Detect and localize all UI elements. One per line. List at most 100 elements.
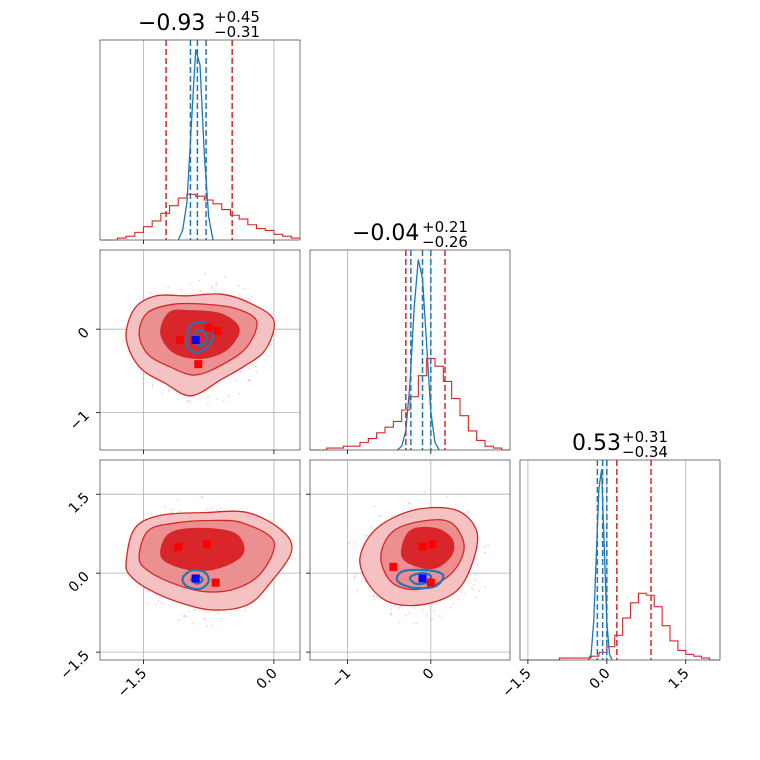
panel-frame xyxy=(99,249,301,451)
panel-frame xyxy=(519,459,721,661)
scatter-point xyxy=(186,400,189,403)
scatter-point xyxy=(353,542,356,545)
scatter-point xyxy=(370,526,372,529)
2d-panel-2: −1 0 xyxy=(306,459,511,691)
scatter-point xyxy=(409,507,412,510)
red-marker xyxy=(202,540,211,549)
scatter-point xyxy=(256,371,259,373)
red-marker xyxy=(213,326,222,335)
scatter-point xyxy=(239,371,242,373)
x-tick-label: −1.5 xyxy=(115,666,150,701)
scatter-point xyxy=(205,508,208,511)
scatter-point xyxy=(161,602,164,604)
hist-panel-2: −1.5 0.0 1.5 xyxy=(499,459,721,701)
svg-text:+0.31: +0.31 xyxy=(622,428,668,446)
blue-contour-0 xyxy=(185,320,215,354)
scatter-point xyxy=(244,609,247,612)
y-tick-label: 0 xyxy=(75,325,93,343)
svg-text:−0.93: −0.93 xyxy=(138,11,205,36)
scatter-point xyxy=(206,625,209,628)
blue-contour-1 xyxy=(191,329,208,347)
scatter-point xyxy=(199,289,202,292)
scatter-point xyxy=(413,607,415,609)
scatter-point xyxy=(248,367,251,370)
red-marker xyxy=(418,542,427,551)
scatter-point xyxy=(483,546,486,549)
scatter-point xyxy=(269,343,272,346)
scatter-point xyxy=(180,288,183,291)
scatter-point xyxy=(171,509,174,511)
scatter-point xyxy=(198,279,200,282)
scatter-point xyxy=(191,622,194,625)
scatter-point xyxy=(210,507,213,510)
scatter-point xyxy=(375,595,378,598)
scatter-point xyxy=(472,588,475,591)
title-0: −0.93 +0.45 −0.31 xyxy=(138,8,260,41)
title-1: −0.04 +0.21 −0.26 xyxy=(352,218,468,251)
blue-contour-0 xyxy=(395,568,445,590)
scatter-point xyxy=(255,365,257,368)
scatter-point xyxy=(423,491,426,494)
scatter-point xyxy=(229,614,232,616)
scatter-point xyxy=(404,614,407,617)
scatter-point xyxy=(211,287,214,290)
scatter-point xyxy=(478,590,480,592)
scatter-point xyxy=(194,608,197,611)
scatter-point xyxy=(200,495,203,498)
scatter-point xyxy=(170,511,172,514)
red-contour-2 xyxy=(160,527,245,572)
scatter-point xyxy=(390,608,392,611)
scatter-point xyxy=(466,511,469,513)
scatter-point xyxy=(398,621,401,624)
scatter-point xyxy=(219,507,222,510)
scatter-point xyxy=(204,272,207,275)
scatter-point xyxy=(373,505,375,508)
svg-text:0.53: 0.53 xyxy=(572,431,621,456)
y-tick-label: −1.5 xyxy=(57,648,92,683)
red-marker xyxy=(428,540,437,549)
2d-panel-1: −1.5 0.0 −1.5 0.0 1.5 xyxy=(57,459,301,701)
scatter-point xyxy=(356,589,359,592)
scatter-point xyxy=(164,506,167,508)
scatter-point xyxy=(446,496,449,498)
x-tick-label: 0 xyxy=(420,666,438,684)
x-tick-label: 0.0 xyxy=(587,666,614,693)
scatter-point xyxy=(167,390,170,392)
scatter-point xyxy=(141,377,144,380)
scatter-point xyxy=(408,502,411,505)
blue-histogram xyxy=(397,259,440,451)
y-tick-label: 1.5 xyxy=(66,490,93,517)
scatter-point xyxy=(472,583,475,586)
scatter-point xyxy=(157,599,160,602)
scatter-point xyxy=(247,298,250,300)
y-tick-label: 0.0 xyxy=(66,569,93,596)
scatter-point xyxy=(380,515,382,517)
scatter-point xyxy=(220,618,223,620)
red-histogram xyxy=(520,592,720,661)
scatter-point xyxy=(372,594,375,597)
scatter-point xyxy=(251,363,253,366)
scatter-point xyxy=(202,496,204,499)
scatter-point xyxy=(354,573,357,575)
scatter-point xyxy=(266,355,269,357)
scatter-point xyxy=(487,544,490,547)
scatter-point xyxy=(203,618,206,621)
scatter-point xyxy=(389,614,392,616)
red-marker xyxy=(211,578,220,587)
x-tick-label: 0.0 xyxy=(254,666,281,693)
red-marker xyxy=(174,542,183,551)
scatter-point xyxy=(167,286,170,288)
scatter-point xyxy=(397,607,400,609)
scatter-point xyxy=(216,509,219,512)
red-marker xyxy=(426,578,435,587)
scatter-point xyxy=(389,612,392,614)
scatter-point xyxy=(161,393,164,395)
blue-marker xyxy=(418,574,427,583)
scatter-point xyxy=(421,608,424,611)
red-marker xyxy=(204,323,213,332)
scatter-point xyxy=(237,284,240,287)
scatter-point xyxy=(378,514,381,517)
red-contour-2 xyxy=(160,309,240,360)
scatter-point xyxy=(365,534,368,537)
scatter-point xyxy=(372,596,375,598)
